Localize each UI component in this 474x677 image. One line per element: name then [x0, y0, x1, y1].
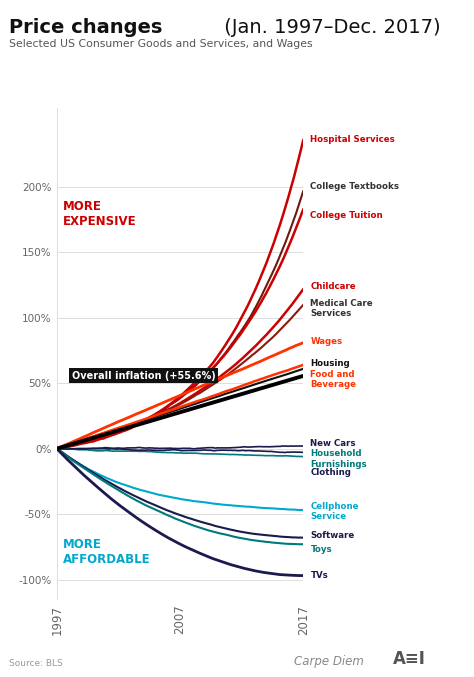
Text: Price changes: Price changes: [9, 18, 163, 37]
Text: Carpe Diem: Carpe Diem: [294, 655, 364, 668]
Text: A≡I: A≡I: [393, 650, 426, 668]
Text: Software: Software: [310, 531, 355, 540]
Text: Housing: Housing: [310, 359, 350, 368]
Text: New Cars: New Cars: [310, 439, 356, 448]
Text: College Tuition: College Tuition: [310, 211, 383, 220]
Text: Household
Furnishings: Household Furnishings: [310, 450, 367, 468]
Text: Hospital Services: Hospital Services: [310, 135, 395, 144]
Text: Food and
Beverage: Food and Beverage: [310, 370, 356, 389]
Text: Clothing: Clothing: [310, 468, 351, 477]
Text: Childcare: Childcare: [310, 282, 356, 291]
Text: Overall inflation (+55.6%): Overall inflation (+55.6%): [72, 371, 215, 381]
Text: College Textbooks: College Textbooks: [310, 182, 400, 192]
Text: Source: BLS: Source: BLS: [9, 659, 63, 668]
Text: Wages: Wages: [310, 336, 343, 346]
Text: Selected US Consumer Goods and Services, and Wages: Selected US Consumer Goods and Services,…: [9, 39, 313, 49]
Text: TVs: TVs: [310, 571, 328, 580]
Text: Medical Care
Services: Medical Care Services: [310, 299, 373, 318]
Text: Cellphone
Service: Cellphone Service: [310, 502, 359, 521]
Text: (Jan. 1997–Dec. 2017): (Jan. 1997–Dec. 2017): [218, 18, 441, 37]
Text: MORE
EXPENSIVE: MORE EXPENSIVE: [63, 200, 137, 228]
Text: MORE
AFFORDABLE: MORE AFFORDABLE: [63, 538, 151, 565]
Text: Toys: Toys: [310, 545, 332, 554]
